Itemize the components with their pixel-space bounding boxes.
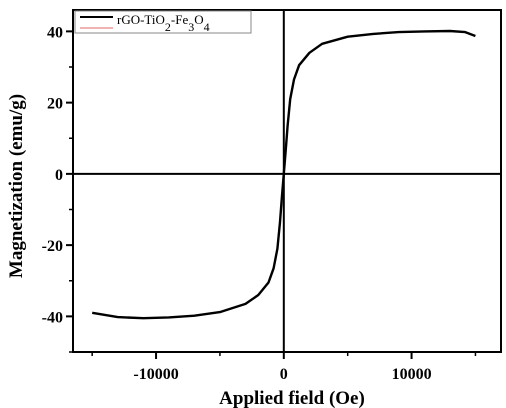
legend: rGO-TiO2-Fe3O4	[74, 10, 252, 34]
axis-ticks: -10000 0 10000 -40 -20 0 20 40	[42, 24, 477, 383]
x-tick-label: 10000	[392, 366, 432, 383]
x-tick-label: -10000	[133, 366, 178, 383]
series-line	[92, 29, 476, 320]
zero-lines	[73, 10, 501, 352]
y-axis-title: Magnetization (emu/g)	[6, 94, 27, 278]
x-axis-title: Applied field (Oe)	[219, 388, 365, 408]
y-tick-label: 0	[55, 167, 63, 184]
x-tick-label: 0	[280, 366, 288, 383]
series-group	[92, 29, 476, 320]
plot-frame	[72, 9, 502, 353]
y-tick-label: 20	[47, 96, 63, 113]
y-tick-label: -40	[42, 309, 63, 326]
legend-label: rGO-TiO2-Fe3O4	[117, 12, 210, 34]
y-tick-label: 40	[47, 24, 63, 41]
y-tick-label: -20	[42, 238, 63, 255]
legend-box	[74, 10, 252, 34]
